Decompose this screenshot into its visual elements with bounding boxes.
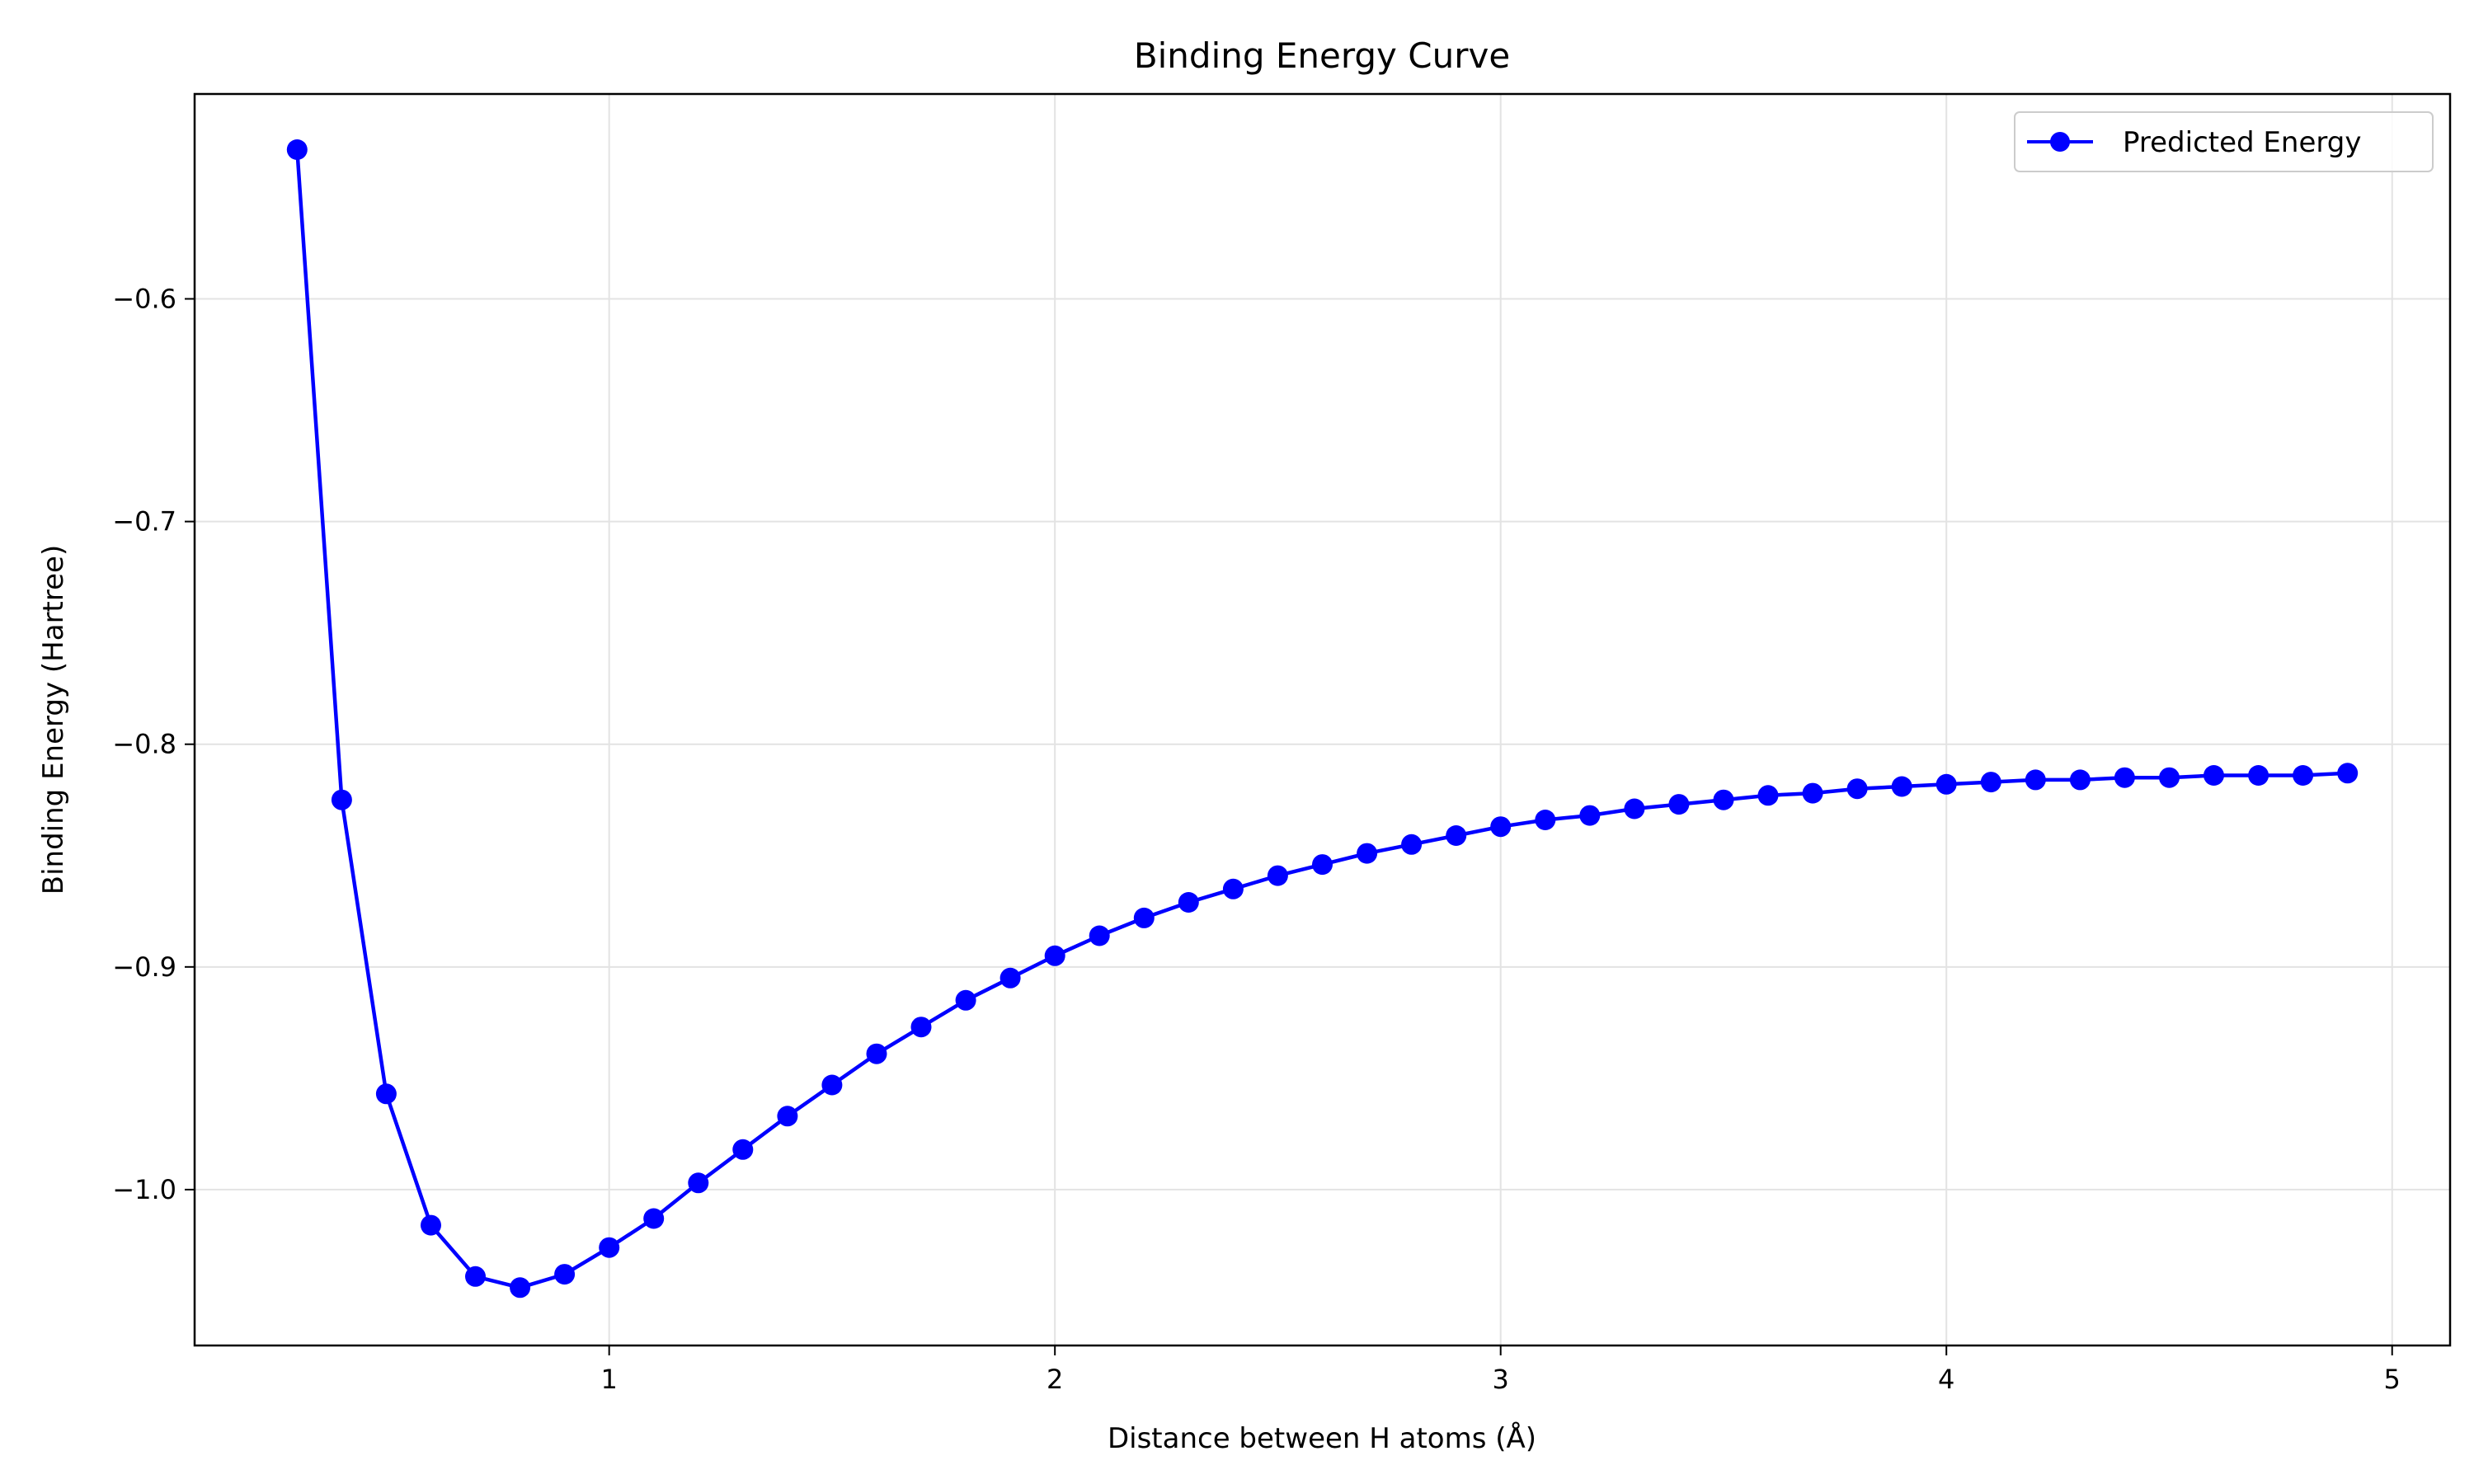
y-tick-label: −1.0: [112, 1174, 176, 1205]
data-point: [2025, 769, 2046, 791]
legend-box: [2014, 111, 2434, 172]
data-point: [1624, 798, 1645, 819]
series-predicted-energy: [286, 139, 2359, 1298]
data-point: [688, 1172, 709, 1194]
grid-lines: [195, 94, 2450, 1345]
data-point: [421, 1214, 441, 1236]
data-point: [1357, 843, 1378, 864]
data-point: [732, 1139, 754, 1160]
y-tick-label: −0.9: [112, 951, 176, 983]
legend-marker-predicted-energy: [2050, 132, 2070, 152]
data-point: [1980, 772, 2001, 793]
x-tick-label: 2: [1047, 1364, 1063, 1395]
data-point: [2159, 767, 2180, 788]
data-point: [510, 1277, 531, 1298]
y-tick-label: −0.7: [112, 506, 176, 538]
chart-title: Binding Energy Curve: [1134, 35, 1510, 76]
data-point: [1490, 816, 1512, 838]
data-point: [1446, 825, 1467, 846]
plot-area-frame: [193, 92, 2452, 1347]
data-point: [599, 1237, 620, 1258]
data-point: [1668, 794, 1690, 815]
data-point: [1713, 789, 1734, 810]
data-point: [2337, 763, 2359, 784]
axis-ticks: 1 2 3 4 5 −1.0 −0.9 −0.8 −0.7 −0.6: [112, 283, 2401, 1395]
data-point: [1089, 925, 1110, 946]
data-point: [955, 989, 976, 1011]
x-tick-label: 4: [1938, 1364, 1954, 1395]
data-point: [2248, 765, 2269, 786]
data-point: [1535, 810, 1556, 830]
y-axis-label: Binding Energy (Hartree): [37, 545, 70, 895]
data-point: [1579, 805, 1601, 826]
data-point: [1802, 782, 1823, 804]
data-point: [821, 1074, 843, 1096]
legend: Predicted Energy: [2014, 111, 2434, 172]
data-point: [1757, 785, 1779, 806]
data-point: [465, 1266, 486, 1287]
data-point: [2204, 765, 2224, 786]
data-point: [1312, 854, 1333, 876]
data-point: [1935, 773, 1957, 795]
y-tick-label: −0.8: [112, 729, 176, 760]
data-point: [1401, 834, 1423, 855]
data-point: [331, 789, 352, 810]
data-point: [2293, 765, 2314, 786]
data-point: [1133, 907, 1155, 928]
data-point: [1846, 778, 1868, 800]
data-point: [1267, 865, 1288, 886]
data-point: [910, 1017, 932, 1038]
y-tick-label: −0.6: [112, 283, 176, 314]
data-point: [2069, 769, 2091, 791]
data-point: [1891, 776, 1912, 797]
data-point: [999, 967, 1021, 989]
data-point: [643, 1208, 665, 1229]
data-point: [375, 1083, 397, 1105]
data-point: [866, 1043, 887, 1064]
data-point: [554, 1264, 576, 1285]
x-tick-label: 5: [2384, 1364, 2401, 1395]
x-tick-label: 3: [1493, 1364, 1509, 1395]
data-point: [777, 1106, 798, 1127]
x-tick-label: 1: [600, 1364, 617, 1395]
legend-label-predicted-energy: Predicted Energy: [2123, 126, 2361, 159]
data-point: [2114, 767, 2135, 788]
data-point: [1222, 878, 1244, 899]
data-point: [1044, 945, 1065, 966]
x-axis-label: Distance between H atoms (Å): [1108, 1421, 1536, 1455]
data-point: [286, 139, 308, 160]
data-point: [1178, 892, 1199, 913]
